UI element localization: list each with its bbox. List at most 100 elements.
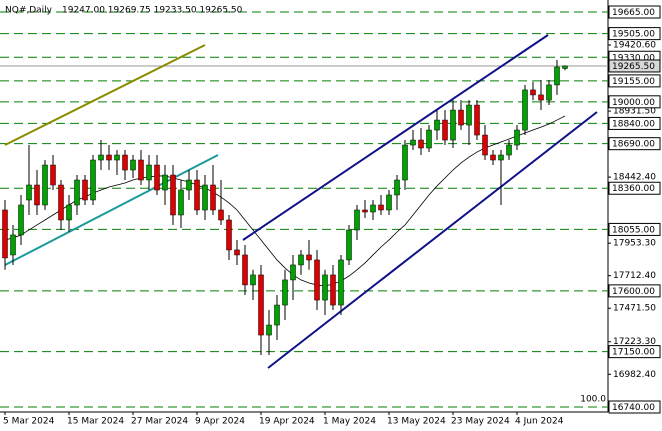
level-label: 19505.00 — [612, 30, 655, 40]
level-label: 17600.00 — [612, 287, 655, 297]
level-label: 18360.00 — [612, 184, 655, 194]
level-box — [608, 137, 661, 151]
channel-line — [267, 111, 598, 369]
candle-body — [66, 204, 72, 221]
candle-body — [146, 164, 152, 181]
channel-line — [242, 34, 549, 241]
candle-body — [218, 209, 224, 221]
candle-body — [442, 119, 448, 141]
candle-body — [186, 179, 192, 191]
candle-body — [2, 209, 8, 259]
level-box — [608, 95, 661, 109]
candle-body — [74, 179, 80, 206]
level-label: 18055.00 — [612, 225, 655, 235]
trend-line — [4, 154, 219, 266]
candle-body — [538, 94, 544, 101]
candle-body — [250, 274, 256, 286]
level-box — [608, 74, 661, 88]
level-label: 17150.00 — [612, 348, 655, 358]
candle-body — [434, 119, 440, 131]
candle-body — [346, 229, 352, 261]
candle-body — [402, 144, 408, 181]
candles — [2, 59, 568, 356]
candle-body — [202, 184, 208, 211]
candle-body — [466, 104, 472, 126]
trend-line — [4, 44, 206, 146]
candle-body — [242, 254, 248, 286]
y-tick-label: 19420.60 — [613, 41, 656, 51]
candle-body — [506, 144, 512, 156]
candle-body — [274, 304, 280, 326]
candle-body — [50, 164, 56, 186]
x-tick-label: 1 May 2024 — [323, 417, 376, 427]
candle-body — [58, 184, 64, 221]
level-box — [608, 116, 661, 130]
x-tick-label: 19 Apr 2024 — [259, 417, 315, 427]
candle-body — [546, 84, 552, 101]
candle-body — [226, 219, 232, 251]
level-box — [608, 400, 661, 414]
level-box — [608, 181, 661, 195]
current-price-box — [608, 59, 661, 73]
levels — [0, 11, 608, 408]
candle-body — [522, 89, 528, 131]
candle-body — [234, 249, 240, 256]
candle-body — [130, 159, 136, 171]
candle-body — [354, 209, 360, 231]
level-label: 19665.00 — [612, 8, 655, 18]
level-box — [608, 222, 661, 236]
y-tick-label: 18442.40 — [613, 173, 656, 183]
candle-body — [418, 139, 424, 149]
current-price-label: 19265.50 — [612, 62, 655, 72]
candle-body — [394, 179, 400, 196]
candle-body — [90, 159, 96, 201]
level-label: 19000.00 — [612, 98, 655, 108]
candle-body — [562, 65, 568, 69]
candle-body — [138, 159, 144, 181]
level-label: 18690.00 — [612, 140, 655, 150]
candle-body — [482, 134, 488, 156]
candle-body — [322, 274, 328, 301]
candle-body — [498, 154, 504, 161]
candle-body — [282, 279, 288, 306]
y-tick-label: 17471.50 — [613, 304, 656, 314]
y-tick-label: 17712.40 — [613, 271, 656, 281]
y-tick-label: 18931.50 — [613, 107, 656, 117]
candle-body — [122, 154, 128, 171]
x-tick-label: 9 Apr 2024 — [195, 417, 245, 427]
level-label: 18840.00 — [612, 119, 655, 129]
candle-body — [386, 194, 392, 211]
x-tick-label: 23 May 2024 — [451, 417, 510, 427]
ohlc-summary: 19247.00 19269.75 19233.50 19265.50 — [62, 6, 243, 16]
candle-body — [410, 139, 416, 146]
moving-average — [4, 115, 566, 287]
candle-body — [34, 184, 40, 206]
candle-body — [290, 264, 296, 281]
candle-body — [98, 154, 104, 161]
candle-body — [210, 184, 216, 211]
x-tick-label: 5 Mar 2024 — [3, 417, 55, 427]
candle-body — [306, 254, 312, 261]
candle-body — [162, 174, 168, 191]
y-tick-label: 17953.30 — [613, 239, 656, 249]
level-box — [608, 345, 661, 359]
level-label: 19155.00 — [612, 77, 655, 87]
level-label: 16740.00 — [612, 403, 655, 413]
candle-body — [154, 164, 160, 191]
trend-lines — [4, 34, 598, 369]
candle-body — [178, 189, 184, 216]
candle-body — [426, 129, 432, 149]
x-tick-label: 15 Mar 2024 — [67, 417, 124, 427]
candle-body — [114, 154, 120, 161]
y-tick-label: 17223.30 — [613, 337, 656, 347]
candle-body — [298, 254, 304, 266]
candle-body — [370, 204, 376, 213]
candle-body — [362, 209, 368, 213]
candle-body — [554, 66, 560, 86]
ticks: 19420.60 18931.50 18442.40 17953.30 17712.40… — [608, 41, 656, 380]
level-box — [608, 5, 661, 19]
candle-body — [314, 259, 320, 301]
level-label: 19330.00 — [612, 53, 655, 63]
